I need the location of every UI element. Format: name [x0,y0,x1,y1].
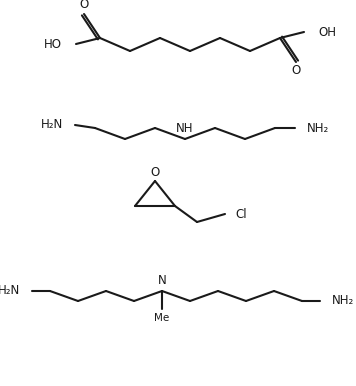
Text: O: O [150,166,159,178]
Text: NH₂: NH₂ [307,122,329,134]
Text: O: O [291,64,300,78]
Text: Me: Me [155,313,169,323]
Text: N: N [158,274,166,286]
Text: NH: NH [176,122,194,134]
Text: Cl: Cl [235,208,247,220]
Text: H₂N: H₂N [0,284,20,298]
Text: HO: HO [44,37,62,51]
Text: O: O [79,0,89,12]
Text: H₂N: H₂N [41,119,63,132]
Text: NH₂: NH₂ [332,295,354,308]
Text: OH: OH [318,25,336,39]
